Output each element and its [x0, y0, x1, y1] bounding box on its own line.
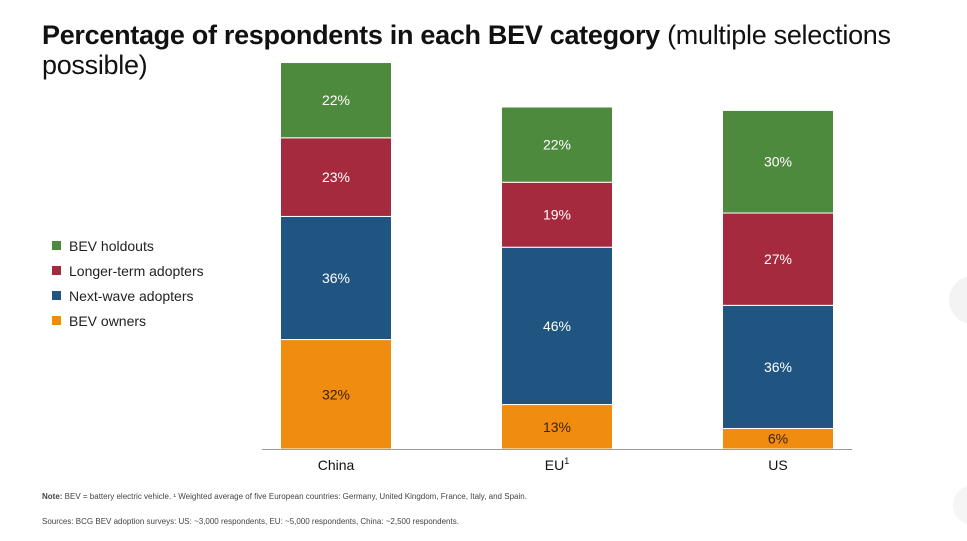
legend-swatch	[52, 241, 61, 250]
data-label-us-longer-term-adopters: 27%	[764, 251, 792, 267]
legend-swatch	[52, 266, 61, 275]
data-label-china-bev-holdouts: 22%	[322, 92, 350, 108]
legend-item-bev-holdouts: BEV holdouts	[52, 233, 204, 258]
data-label-us-next-wave-adopters: 36%	[764, 359, 792, 375]
bar-segment-china-longer-term-adopters	[280, 137, 392, 217]
chart-title-subtitle: (multiple selections possible)	[42, 20, 891, 80]
chart-sources: Sources: BCG BEV adoption surveys: US: ~…	[42, 517, 459, 526]
bar-segment-eu-bev-owners	[501, 404, 613, 450]
data-label-china-bev-owners: 32%	[322, 386, 350, 402]
data-label-us-bev-owners: 6%	[768, 431, 788, 447]
legend-label: BEV owners	[69, 312, 147, 329]
chart-legend: BEV holdouts Longer-term adopters Next-w…	[52, 233, 204, 333]
x-tick-label-eu: EU1	[545, 456, 569, 473]
chart-title: Percentage of respondents in each BEV ca…	[42, 20, 922, 80]
data-label-eu-bev-holdouts: 22%	[543, 137, 571, 153]
data-label-china-longer-term-adopters: 23%	[322, 169, 350, 185]
legend-swatch	[52, 291, 61, 300]
legend-item-next-wave-adopters: Next-wave adopters	[52, 283, 204, 308]
chart-note: Note: BEV = battery electric vehicle. ¹ …	[42, 492, 527, 501]
data-label-eu-next-wave-adopters: 46%	[543, 318, 571, 334]
note-text: BEV = battery electric vehicle. ¹ Weight…	[62, 492, 527, 501]
bar-segment-eu-next-wave-adopters	[501, 246, 613, 406]
legend-item-bev-owners: BEV owners	[52, 308, 204, 333]
bar-segment-china-bev-owners	[280, 339, 392, 450]
bar-segment-us-longer-term-adopters	[722, 212, 834, 306]
data-label-us-bev-holdouts: 30%	[764, 154, 792, 170]
legend-label: BEV holdouts	[69, 237, 154, 254]
bar-segment-us-bev-holdouts	[722, 109, 834, 214]
legend-label: Longer-term adopters	[69, 262, 204, 279]
data-label-eu-bev-owners: 13%	[543, 419, 571, 435]
x-tick-label-us: US	[768, 457, 787, 473]
note-label: Note:	[42, 492, 63, 501]
bar-segment-china-bev-holdouts	[280, 62, 392, 139]
x-tick-label-china: China	[318, 457, 355, 473]
data-label-china-next-wave-adopters: 36%	[322, 270, 350, 286]
background-decoration	[949, 276, 967, 525]
bar-segment-china-next-wave-adopters	[280, 215, 392, 341]
data-label-eu-longer-term-adopters: 19%	[543, 207, 571, 223]
chart-title-main: Percentage of respondents in each BEV ca…	[42, 20, 660, 50]
legend-label: Next-wave adopters	[69, 287, 194, 304]
bar-segment-eu-bev-holdouts	[501, 106, 613, 183]
legend-item-longer-term-adopters: Longer-term adopters	[52, 258, 204, 283]
bar-segment-us-next-wave-adopters	[722, 304, 834, 429]
legend-swatch	[52, 316, 61, 325]
